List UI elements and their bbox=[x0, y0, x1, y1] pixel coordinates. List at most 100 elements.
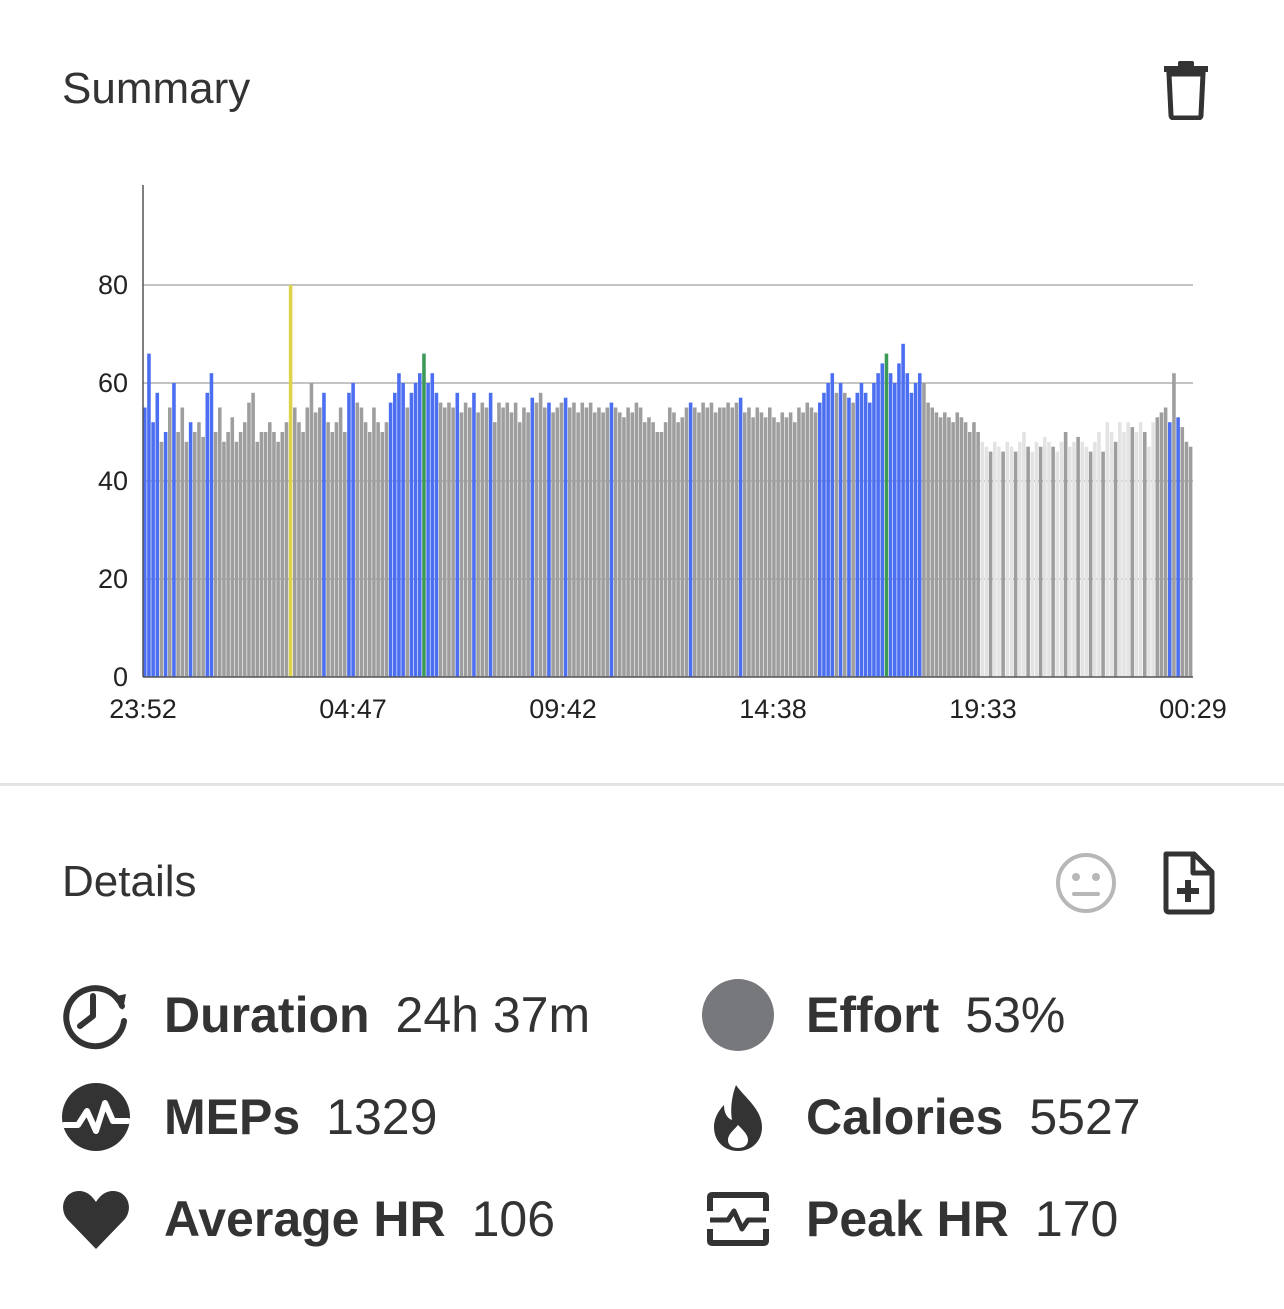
chart-bar bbox=[709, 402, 714, 677]
x-tick-label: 00:29 bbox=[1159, 694, 1227, 724]
chart-bar bbox=[238, 432, 243, 677]
chart-bar bbox=[147, 353, 151, 677]
chart-bar bbox=[705, 407, 710, 677]
meps-value: 1329 bbox=[326, 1089, 438, 1145]
chart-bar bbox=[1143, 432, 1147, 677]
chart-bar bbox=[384, 422, 389, 677]
chart-bar bbox=[947, 417, 951, 677]
chart-bar bbox=[143, 407, 147, 677]
y-tick-label: 60 bbox=[98, 368, 128, 398]
effort-value: 53% bbox=[965, 987, 1066, 1043]
chart-bar bbox=[926, 402, 930, 677]
chart-bar bbox=[1184, 441, 1189, 677]
chart-bar bbox=[851, 402, 855, 677]
chart-bar bbox=[155, 392, 160, 677]
chart-bar bbox=[176, 432, 180, 677]
chart-bar bbox=[980, 441, 985, 677]
y-tick-label: 20 bbox=[98, 564, 128, 594]
chart-bar bbox=[688, 402, 693, 677]
chart-bar bbox=[409, 392, 414, 677]
chart-bar bbox=[809, 407, 814, 677]
chart-bar bbox=[813, 412, 818, 677]
x-tick-label: 14:38 bbox=[739, 694, 807, 724]
heart-rate-chart: 0 20 40 60 80 23:52 04:47 09:42 14:38 19:33 00:29 bbox=[0, 160, 1284, 750]
chart-bar bbox=[497, 402, 501, 677]
chart-bar bbox=[493, 422, 497, 677]
chart-bar bbox=[834, 392, 839, 677]
chart-bar bbox=[534, 402, 539, 677]
effort-circle-icon bbox=[702, 979, 774, 1051]
delete-button[interactable] bbox=[1162, 60, 1214, 121]
file-plus-icon bbox=[1163, 851, 1215, 915]
chart-bar bbox=[659, 432, 664, 677]
chart-bar bbox=[201, 436, 205, 677]
chart-bar bbox=[901, 343, 905, 677]
chart-bar bbox=[1072, 441, 1076, 677]
chart-bar bbox=[768, 407, 772, 677]
chart-bar bbox=[638, 407, 643, 677]
chart-bar bbox=[1051, 446, 1055, 677]
chart-bar bbox=[805, 402, 810, 677]
chart-bar bbox=[1026, 446, 1030, 677]
chart-bar bbox=[713, 412, 718, 677]
chart-bar bbox=[818, 402, 822, 677]
chart-bar bbox=[1038, 446, 1043, 677]
chart-bar bbox=[1122, 432, 1126, 677]
chart-bar bbox=[1151, 422, 1155, 677]
chart-bar bbox=[234, 441, 239, 677]
chart-bar bbox=[722, 407, 726, 677]
chart-bar bbox=[1084, 446, 1089, 677]
chart-bar bbox=[1076, 436, 1080, 677]
chart-bar bbox=[1101, 451, 1105, 677]
chart-bar bbox=[680, 417, 685, 677]
flame-icon bbox=[714, 1085, 762, 1151]
chart-bar bbox=[1055, 451, 1060, 677]
chart-bar bbox=[359, 407, 364, 677]
chart-bar bbox=[230, 417, 235, 677]
chart-bar bbox=[563, 397, 568, 677]
chart-bar bbox=[1022, 432, 1026, 677]
chart-bar bbox=[1001, 451, 1005, 677]
duration-value: 24h 37m bbox=[395, 987, 591, 1043]
chart-bar bbox=[543, 407, 547, 677]
chart-bar bbox=[172, 383, 176, 677]
chart-bar bbox=[893, 383, 897, 677]
effort-label: Effort bbox=[806, 987, 940, 1043]
chart-bar bbox=[955, 412, 960, 677]
chart-bar bbox=[318, 407, 322, 677]
chart-bar bbox=[472, 392, 476, 677]
stat-effort: Effort 53% bbox=[702, 975, 1065, 1055]
clock-refresh-icon bbox=[63, 985, 127, 1050]
chart-bar bbox=[1059, 441, 1064, 677]
chart-bar bbox=[1080, 441, 1085, 677]
chart-bar bbox=[1134, 432, 1139, 677]
chart-bar bbox=[1155, 417, 1160, 677]
chart-bar bbox=[397, 373, 401, 677]
chart-bar bbox=[938, 417, 943, 677]
chart-bar bbox=[943, 412, 947, 677]
chart-bar bbox=[843, 392, 847, 677]
chart-bar bbox=[1176, 417, 1180, 677]
chart-bar bbox=[518, 422, 522, 677]
chart-bar bbox=[993, 441, 997, 677]
chart-bar bbox=[718, 407, 722, 677]
add-note-button[interactable] bbox=[1160, 851, 1216, 915]
chart-bar bbox=[1159, 412, 1164, 677]
chart-bar bbox=[513, 402, 518, 677]
chart-bar bbox=[1180, 427, 1185, 677]
calories-value: 5527 bbox=[1029, 1089, 1141, 1145]
chart-bar bbox=[1163, 407, 1168, 677]
chart-bar bbox=[197, 422, 201, 677]
chart-bar bbox=[847, 397, 851, 677]
y-tick-label: 0 bbox=[113, 662, 128, 692]
chart-bar bbox=[697, 412, 701, 677]
chart-bar bbox=[1043, 436, 1047, 677]
chart-bar bbox=[538, 392, 543, 677]
chart-bar bbox=[863, 392, 868, 677]
average-hr-value: 106 bbox=[471, 1191, 556, 1247]
chart-bar bbox=[959, 417, 964, 677]
y-tick-label: 40 bbox=[98, 466, 128, 496]
chart-bar bbox=[168, 407, 172, 677]
mood-button[interactable] bbox=[1054, 851, 1118, 915]
chart-bar bbox=[1126, 422, 1130, 677]
